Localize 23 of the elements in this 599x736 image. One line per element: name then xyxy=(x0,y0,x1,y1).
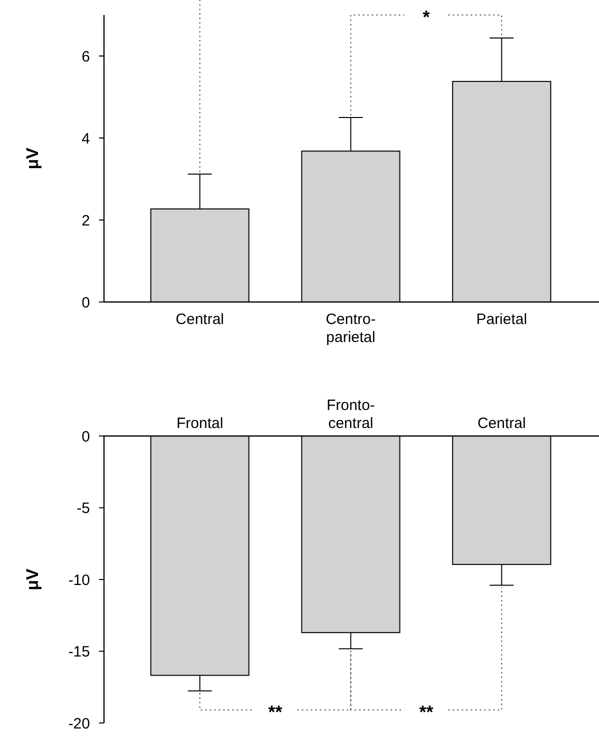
y-tick-label: 0 xyxy=(82,294,90,312)
x-tick-label: Centro- parietal xyxy=(326,311,376,346)
y-axis-title: μV xyxy=(23,568,42,590)
significance-bracket: ** xyxy=(350,586,502,722)
y-tick-label: 6 xyxy=(82,48,90,66)
significance-bracket: ** xyxy=(199,650,352,722)
y-tick-label: 4 xyxy=(82,130,90,148)
x-tick-label: Parietal xyxy=(476,311,528,328)
y-tick-label: 2 xyxy=(82,212,90,230)
y-tick-label: -15 xyxy=(68,644,90,660)
x-tick-label: Central xyxy=(176,311,224,328)
y-axis-title: μV xyxy=(23,146,42,170)
y-tick-label: -10 xyxy=(68,572,90,589)
x-tick-label: Fronto- central xyxy=(326,397,375,432)
significance-bracket: * xyxy=(350,7,502,116)
y-tick-label: -20 xyxy=(68,715,90,732)
x-tick-label: Central xyxy=(477,415,526,432)
y-tick-label: 0 xyxy=(82,428,90,446)
annotation: ** xyxy=(419,702,434,722)
annotation: ** xyxy=(268,702,282,722)
annotation: * xyxy=(422,7,430,27)
y-tick-label: -5 xyxy=(76,500,90,517)
x-tick-label: Frontal xyxy=(176,415,224,432)
